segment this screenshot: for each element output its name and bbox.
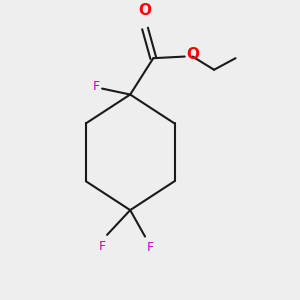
- Text: O: O: [186, 47, 199, 62]
- Text: O: O: [139, 3, 152, 18]
- Text: F: F: [147, 242, 154, 254]
- Text: F: F: [92, 80, 100, 93]
- Text: F: F: [98, 240, 105, 253]
